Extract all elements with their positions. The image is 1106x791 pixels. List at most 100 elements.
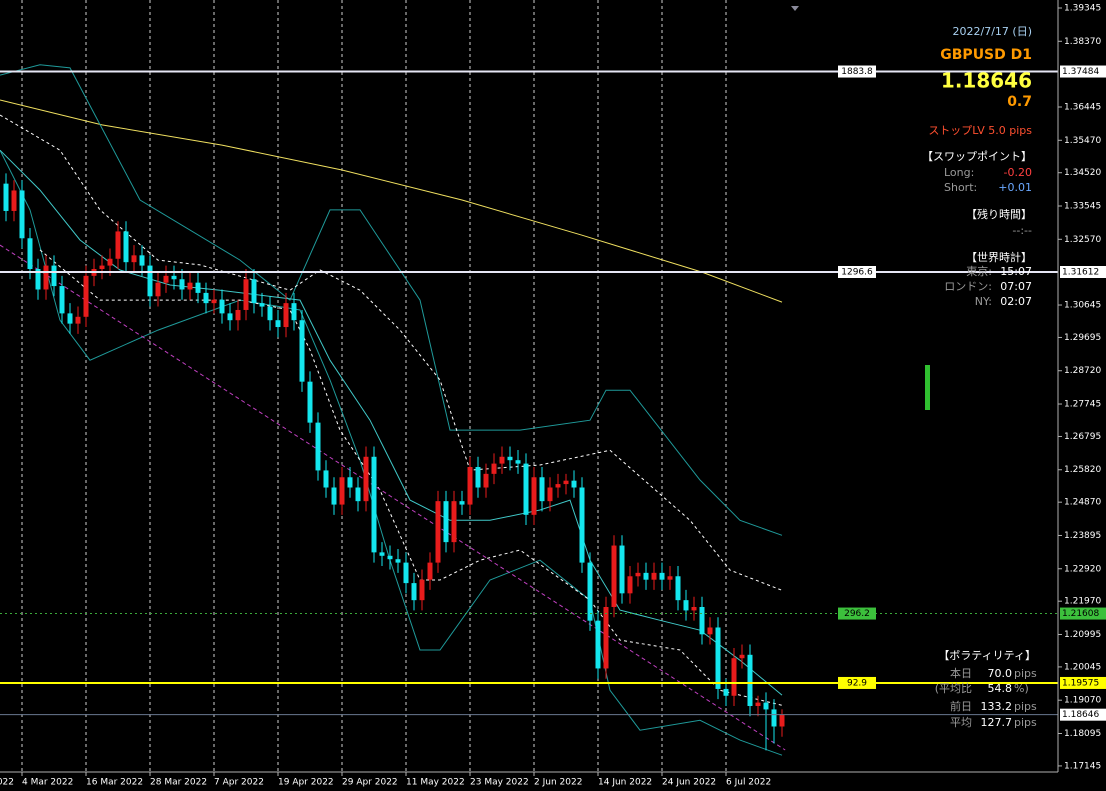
candle-body	[187, 282, 193, 290]
candle-body	[779, 714, 785, 727]
candle-body	[323, 470, 329, 488]
candle-body	[459, 501, 465, 505]
clock-time: 02:07	[1000, 295, 1032, 308]
x-tick-label: 29 Apr 2022	[342, 778, 398, 788]
candle-body	[419, 579, 425, 601]
y-tick-label: 1.38370	[1064, 37, 1101, 47]
y-tick-label: 1.24870	[1064, 498, 1101, 508]
candle-body	[627, 576, 633, 594]
stop-level: ストップLV 5.0 pips	[928, 124, 1032, 137]
candle-body	[347, 477, 353, 488]
remaining-value: --:--	[1012, 224, 1032, 237]
level-price-box	[1060, 266, 1106, 279]
vol-value: 54.8	[988, 682, 1013, 695]
candle-body	[499, 456, 505, 464]
indicator-line	[0, 244, 786, 751]
candle-body	[411, 583, 417, 601]
x-tick-label: 7 Apr 2022	[214, 778, 264, 788]
candle-body	[771, 709, 777, 727]
level-price-box	[1060, 607, 1106, 620]
vol-label: 本日	[950, 666, 972, 680]
candle-body	[259, 303, 265, 307]
candle-body	[395, 559, 401, 563]
vol-label: 平均	[950, 716, 972, 729]
x-tick-label: 4 Mar 2022	[22, 778, 73, 788]
level-tag: 1883.8	[841, 67, 873, 77]
candle-body	[755, 702, 761, 707]
candle-body	[211, 299, 217, 304]
candle-body	[619, 545, 625, 594]
candle-body	[139, 255, 145, 266]
candle-body	[739, 654, 745, 659]
level-tag: 1296.6	[841, 268, 873, 278]
candle-body	[747, 654, 753, 707]
price: 1.18646	[941, 69, 1032, 93]
level-tag: 92.9	[847, 678, 867, 688]
x-tick-label: 19 Apr 2022	[278, 778, 334, 788]
swap-short: +0.01	[998, 181, 1032, 194]
candle-body	[731, 658, 737, 696]
candle-body	[563, 480, 569, 485]
x-tick-label: 28 Mar 2022	[150, 778, 207, 788]
candle-body	[531, 477, 537, 515]
indicator-bar	[925, 365, 930, 410]
x-tick-label: 11 May 2022	[406, 778, 465, 788]
vol-value: 70.0	[988, 667, 1013, 680]
level-price: 1.18646	[1062, 710, 1099, 720]
x-tick-label: 24 Jun 2022	[662, 778, 716, 788]
candle-body	[331, 487, 337, 505]
vol-unit: pips	[1014, 667, 1037, 680]
candle-body	[491, 463, 497, 474]
candle-body	[515, 460, 521, 464]
level-tag-box	[838, 676, 876, 689]
plot-area	[0, 0, 1058, 772]
level-tag-box	[838, 607, 876, 620]
candle-body	[643, 572, 649, 580]
candle-body	[579, 487, 585, 563]
level-tag-box	[838, 65, 876, 78]
y-tick-label: 1.22920	[1064, 564, 1101, 574]
candle-body	[123, 231, 129, 263]
candle-body	[555, 484, 561, 488]
y-tick-label: 1.17145	[1064, 761, 1101, 771]
candle-body	[539, 477, 545, 502]
candle-body	[131, 255, 137, 263]
candle-body	[147, 265, 153, 297]
level-price: 1.19575	[1062, 678, 1099, 688]
swap-title: 【スワップポイント】	[922, 150, 1032, 163]
indicator-line	[0, 64, 783, 536]
candle-body	[675, 576, 681, 601]
volatility-title: 【ボラティリティ】	[938, 649, 1036, 662]
candle-body	[507, 456, 513, 461]
clock-city: ロンドン:	[944, 280, 992, 293]
candle-body	[275, 320, 281, 328]
candle-body	[611, 545, 617, 607]
candle-body	[363, 456, 369, 502]
candle-body	[171, 275, 177, 280]
candle-body	[291, 303, 297, 321]
spread: 0.7	[1007, 94, 1032, 110]
candle-body	[27, 238, 33, 269]
level-tag: 296.2	[844, 609, 870, 619]
clock-title: 【世界時計】	[966, 250, 1032, 264]
level-price-box	[1060, 708, 1106, 721]
indicator-line	[0, 114, 783, 591]
candle-body	[467, 467, 473, 505]
x-tick-label: 14 Jun 2022	[598, 778, 652, 788]
candle-body	[195, 282, 201, 293]
candle-body	[715, 627, 721, 689]
candle-body	[11, 190, 17, 211]
candle-body	[19, 190, 25, 239]
symbol: GBPUSD D1	[940, 47, 1032, 63]
y-tick-label: 1.33545	[1064, 202, 1101, 212]
candle-body	[651, 572, 657, 580]
candle-body	[219, 299, 225, 314]
clock-time: 15:07	[1000, 265, 1032, 278]
candle-body	[659, 572, 665, 580]
candle-body	[339, 477, 345, 505]
candle-body	[691, 606, 697, 611]
indicator-line	[0, 149, 783, 756]
candle-body	[483, 473, 489, 488]
candle-body	[587, 562, 593, 621]
candle-body	[635, 572, 641, 577]
